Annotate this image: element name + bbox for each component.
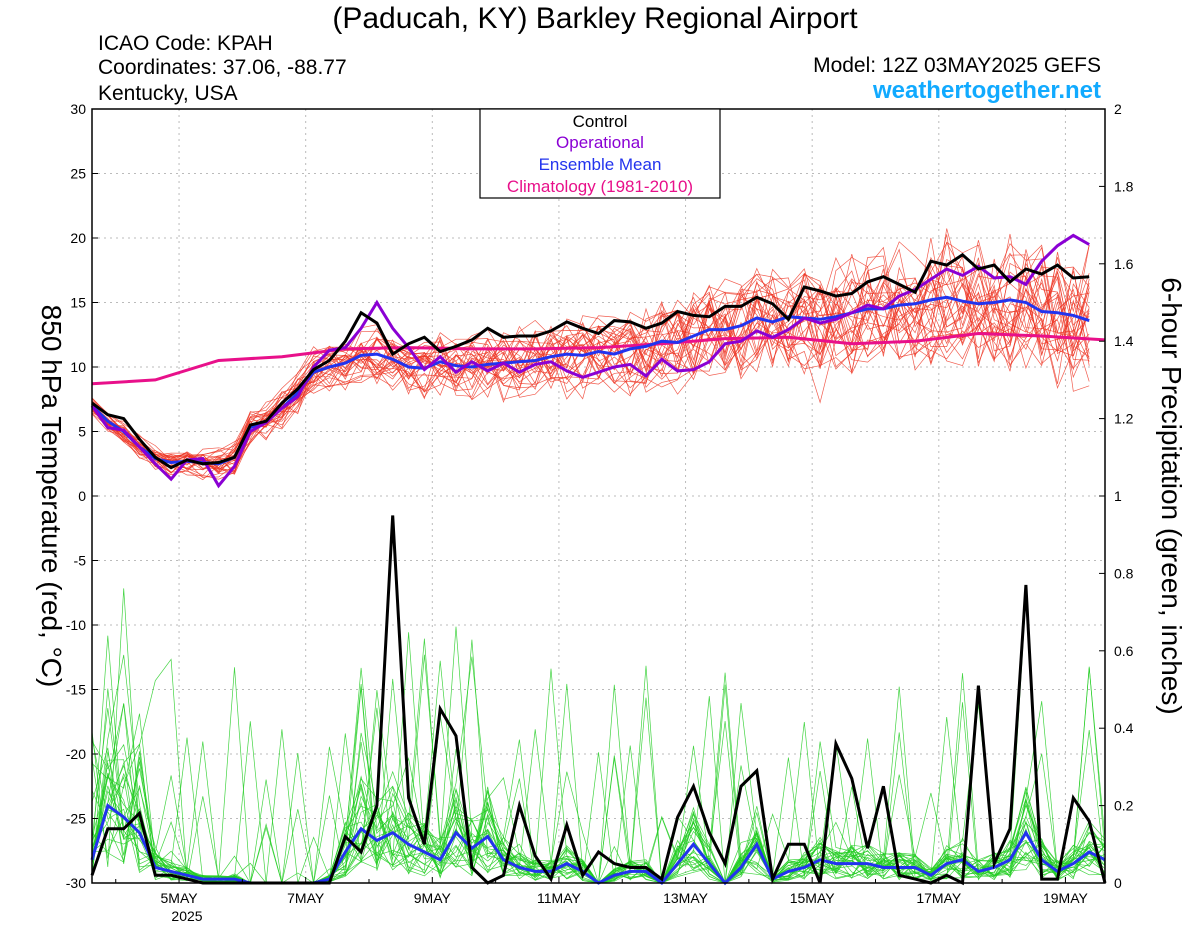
- region: Kentucky, USA: [98, 82, 238, 105]
- y-tick-label: 20: [70, 230, 86, 246]
- icao-code: ICAO Code: KPAH: [98, 32, 273, 55]
- y-tick-label: 25: [70, 166, 86, 182]
- model-run: Model: 12Z 03MAY2025 GEFS: [813, 54, 1101, 77]
- x-tick-label: 9MAY: [414, 890, 452, 906]
- y2-tick-label: 0.6: [1114, 643, 1134, 659]
- y-tick-label: -15: [66, 682, 86, 698]
- legend-control: Control: [573, 112, 628, 131]
- x-axis: 5MAY 7MAY 9MAY 11MAY 13MAY 15MAY 17MAY 19MAY: [115, 877, 1089, 906]
- y2-axis-title: 6-hour Precipitation (green, inches): [1156, 277, 1187, 714]
- series-lines: [90, 233, 1107, 886]
- temp-member-line: [91, 240, 1090, 468]
- y2-tick-label: 2: [1114, 101, 1122, 117]
- y-tick-label: 30: [70, 101, 86, 117]
- y-tick-label: 10: [70, 359, 86, 375]
- x-tick-label: 11MAY: [537, 890, 581, 906]
- y2-tick-label: 0.2: [1114, 798, 1134, 814]
- year-label: 2025: [171, 908, 202, 924]
- temp-member-line: [91, 242, 1090, 463]
- y2-tick-label: 1.8: [1114, 178, 1134, 194]
- temp-member-line: [91, 273, 1090, 474]
- legend-box: [479, 108, 721, 199]
- climatology-line: [91, 331, 1106, 386]
- y2-tick-label: 0.4: [1114, 720, 1134, 736]
- y-tick-label: 5: [78, 424, 86, 440]
- temp-operational-line: [90, 233, 1090, 489]
- x-tick-label: 19MAY: [1043, 890, 1089, 906]
- coordinates: Coordinates: 37.06, -88.77: [98, 56, 347, 79]
- y-tick-label: 0: [78, 488, 86, 504]
- x-tick-label: 5MAY: [161, 890, 199, 906]
- site-credit: weathertogether.net: [872, 77, 1101, 104]
- temp-member-line: [91, 262, 1090, 471]
- legend-operational: Operational: [556, 133, 644, 152]
- x-tick-label: 17MAY: [916, 890, 962, 906]
- y2-tick-label: 1.2: [1114, 411, 1134, 427]
- x-tick-label: 13MAY: [663, 890, 709, 906]
- x-tick-label: 7MAY: [287, 890, 325, 906]
- y2-tick-label: 1.6: [1114, 256, 1134, 272]
- y2-tick-label: 1.4: [1114, 333, 1134, 349]
- y2-tick-label: 0: [1114, 875, 1122, 891]
- x-tick-label: 15MAY: [790, 890, 836, 906]
- y-tick-label: -30: [66, 875, 86, 891]
- legend-climatology: Climatology (1981-2010): [507, 177, 693, 196]
- y-axis-right: 0 0.2 0.4 0.6 0.8 1 1.2 1.4 1.6 1.8 2: [1099, 101, 1134, 891]
- y-tick-label: 15: [70, 295, 86, 311]
- y-axis-title: 850 hPa Temperature (red, °C): [36, 305, 67, 688]
- y2-tick-label: 0.8: [1114, 565, 1134, 581]
- legend: Control Operational Ensemble Mean Climat…: [479, 108, 721, 199]
- y2-tick-label: 1: [1114, 488, 1122, 504]
- chart-title: (Paducah, KY) Barkley Regional Airport: [332, 2, 858, 35]
- y-tick-label: -5: [74, 553, 87, 569]
- legend-ensemble-mean: Ensemble Mean: [539, 155, 662, 174]
- temp-member-line: [91, 264, 1090, 470]
- grid: [92, 109, 1105, 883]
- temp-member-line: [91, 234, 1090, 457]
- y-tick-label: -10: [66, 617, 86, 633]
- y-axis-left: -30 -25 -20 -15 -10 -5 0 5 10 15 20 25 30: [66, 101, 98, 891]
- temp-member-line: [91, 267, 1090, 475]
- temp-control-line: [91, 252, 1090, 470]
- y-tick-label: -20: [66, 746, 86, 762]
- y-tick-label: -25: [66, 811, 86, 827]
